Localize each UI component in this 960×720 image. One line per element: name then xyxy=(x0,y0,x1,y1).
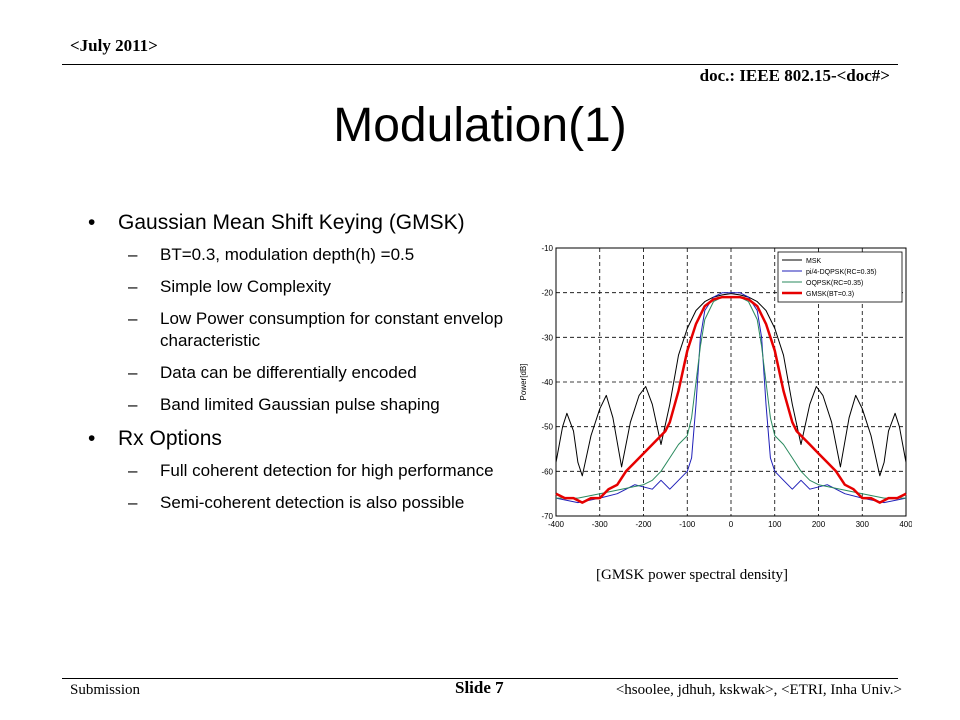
y-tick-label: -10 xyxy=(541,244,553,253)
header-doc-id: doc.: IEEE 802.15-<doc#> xyxy=(699,66,890,85)
y-tick-label: -70 xyxy=(541,512,553,521)
sub-bullet: Low Power consumption for constant envel… xyxy=(88,308,528,352)
y-tick-label: -30 xyxy=(541,333,553,342)
x-tick-label: 400 xyxy=(899,520,912,529)
header-date: <July 2011> xyxy=(70,36,158,55)
sub-bullet: Simple low Complexity xyxy=(88,276,528,298)
x-axis-label: Frequency [kHz] xyxy=(702,532,760,533)
slide-title: Modulation(1) xyxy=(333,99,627,152)
legend-label: GMSK(BT=0.3) xyxy=(806,291,854,298)
sub-bullet: Band limited Gaussian pulse shaping xyxy=(88,394,528,416)
legend-label: MSK xyxy=(806,258,822,265)
footer-submission: Submission xyxy=(70,682,141,698)
x-tick-label: -400 xyxy=(548,520,565,529)
legend-label: OQPSK(RC=0.35) xyxy=(806,280,863,287)
x-tick-label: 0 xyxy=(729,520,734,529)
x-tick-label: -100 xyxy=(679,520,696,529)
chart-caption: [GMSK power spectral density] xyxy=(596,567,789,583)
psd-chart: -400 -300 -200 -100 0 100 200 300 400 -10 -20 -30 -4… xyxy=(519,244,912,533)
sub-bullet: Full coherent detection for high perform… xyxy=(88,460,528,482)
header-divider xyxy=(62,64,898,65)
sub-bullet: Semi-coherent detection is also possible xyxy=(88,492,528,514)
y-tick-label: -50 xyxy=(541,423,553,432)
x-tick-label: -200 xyxy=(635,520,652,529)
x-tick-label: 100 xyxy=(768,520,782,529)
footer-divider xyxy=(62,678,898,679)
x-tick-label: -300 xyxy=(592,520,609,529)
bullet-rx-options: Rx Options xyxy=(88,426,528,452)
sub-bullet: BT=0.3, modulation depth(h) =0.5 xyxy=(88,244,528,266)
y-axis-label: Power[dB] xyxy=(519,364,528,401)
series-line-0 xyxy=(555,293,907,477)
sub-bullet: Data can be differentially encoded xyxy=(88,362,528,384)
x-tick-label: 200 xyxy=(812,520,826,529)
legend-label: pi/4-DQPSK(RC=0.35) xyxy=(806,269,877,276)
y-tick-label: -20 xyxy=(541,289,553,298)
bullet-list: Gaussian Mean Shift Keying (GMSK) BT=0.3… xyxy=(88,210,528,524)
footer-slide-number: Slide 7 xyxy=(455,678,504,697)
y-tick-label: -60 xyxy=(541,467,553,476)
y-tick-label: -40 xyxy=(541,378,553,387)
series-line-1 xyxy=(555,292,907,504)
bullet-gmsk: Gaussian Mean Shift Keying (GMSK) xyxy=(88,210,528,236)
x-tick-label: 300 xyxy=(856,520,870,529)
series-line-3 xyxy=(555,295,907,504)
footer-authors: <hsoolee, jdhuh, kskwak>, <ETRI, Inha Un… xyxy=(615,682,902,698)
